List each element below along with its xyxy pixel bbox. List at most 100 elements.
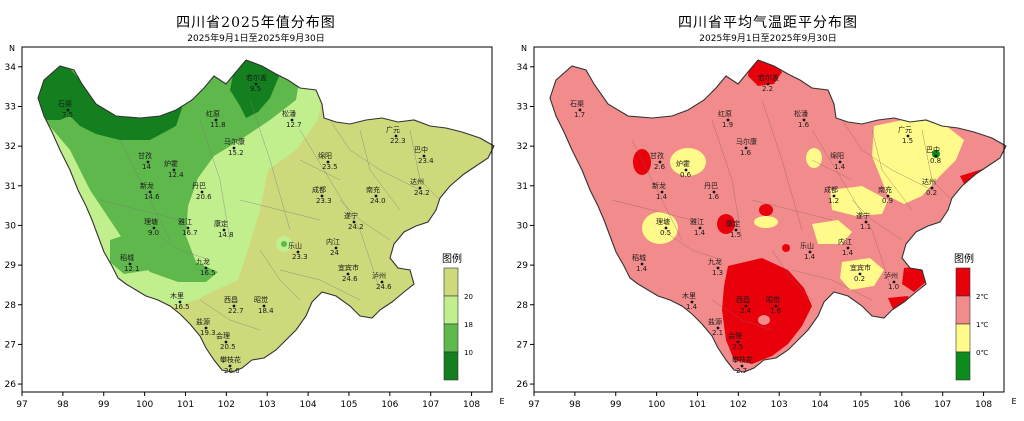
left-station-dot — [320, 194, 324, 198]
right-y-tick-label: 31 — [517, 182, 528, 192]
left-legend-swatch — [443, 295, 459, 325]
left-x-tick-label: 106 — [381, 400, 398, 410]
left-legend-swatch — [443, 351, 459, 381]
right-station-value: 2.7 — [736, 367, 747, 375]
right-station-value: 2.2 — [762, 85, 773, 93]
right-county-line — [791, 269, 873, 301]
right-station-value: 1.6 — [798, 121, 810, 129]
right-station-name: 马尔康 — [736, 137, 757, 146]
left-county-lines — [99, 99, 441, 331]
right-legend-swatch — [955, 267, 971, 297]
right-x-tick-label: 106 — [893, 400, 910, 410]
right-station-dot — [886, 194, 890, 198]
right-station-name: 雅江 — [690, 217, 704, 226]
right-zone-gt-2-luzhou — [902, 266, 926, 292]
right-county-line — [871, 129, 913, 211]
left-county-line — [409, 129, 441, 201]
left-x-tick-label: 103 — [259, 400, 276, 410]
left-station-dot — [422, 154, 426, 158]
right-station-value: 0.2 — [926, 189, 937, 197]
right-station-name: 攀枝花 — [732, 355, 753, 364]
right-station-dot — [846, 246, 850, 250]
left-x-tick-label: 107 — [422, 400, 439, 410]
left-station-dot — [290, 118, 294, 122]
left-station-value: 14 — [142, 163, 151, 171]
left-x-tick-label: 97 — [16, 400, 27, 410]
left-station-dot — [326, 160, 330, 164]
right-station-name: 成都 — [824, 185, 838, 194]
right-station-dot — [698, 226, 702, 230]
left-station-name: 遂宁 — [344, 211, 358, 220]
right-zone-0-1-ne — [872, 118, 964, 204]
left-x-tick-label: 101 — [177, 400, 194, 410]
left-station-name: 成都 — [312, 185, 326, 194]
left-station-dot — [346, 272, 350, 276]
right-station-value: 1.5 — [730, 231, 741, 239]
right-station-name: 松潘 — [794, 109, 808, 118]
left-y-suffix: N — [9, 44, 15, 53]
right-station-name: 巴中 — [926, 145, 940, 154]
right-station-name: 稻城 — [632, 253, 646, 262]
left-station-dot — [148, 190, 152, 194]
right-county-line — [611, 199, 693, 221]
right-legend: 图例 2℃ 1℃ 0℃ — [954, 252, 988, 381]
left-station-name: 雅江 — [178, 217, 192, 226]
left-station-dot — [214, 118, 218, 122]
left-station-value: 9.5 — [250, 85, 261, 93]
left-station-name: 松潘 — [282, 109, 296, 118]
right-station-name: 康定 — [726, 219, 740, 228]
right-station-name: 广元 — [898, 125, 912, 134]
left-station-name: 绵阳 — [318, 151, 332, 160]
left-station-name: 乐山 — [288, 241, 302, 250]
right-x-tick-label: 102 — [730, 400, 747, 410]
right-county-line — [751, 199, 833, 221]
right-station-value: 1.4 — [636, 265, 648, 273]
left-station-name: 南充 — [366, 185, 380, 194]
left-zone-10-18-leshan — [281, 241, 287, 247]
right-county-line — [771, 249, 813, 301]
left-county-line — [329, 119, 421, 191]
right-county-line — [711, 299, 773, 331]
right-stations: 石渠 1.7 若尔盖 2.2 红原 1.9 松潘 1.6 马尔康 1.6 甘孜 2.6 炉霍 0.6 新龙 1… — [570, 73, 941, 375]
right-station-value: 0.5 — [660, 229, 671, 237]
left-map-panel: 四川省2025年值分布图 2025年9月1日至2025年9月30日 97 98 99… — [5, 15, 505, 410]
right-station-name: 乐山 — [800, 241, 814, 250]
right-station-name: 石渠 — [570, 99, 584, 108]
right-station-dot — [734, 228, 738, 232]
left-station-name: 甘孜 — [138, 151, 152, 160]
right-station-dot — [744, 304, 748, 308]
left-plot-frame — [21, 46, 493, 393]
right-x-tick-label: 103 — [771, 400, 788, 410]
right-county-line — [851, 199, 903, 241]
right-station-value: 1.4 — [656, 193, 668, 201]
right-station-name: 炉霍 — [676, 159, 690, 168]
right-y-tick-label: 28 — [517, 301, 529, 311]
right-station-name: 新龙 — [652, 181, 666, 190]
left-x-tick-label: 99 — [98, 400, 110, 410]
left-x-tick-label: 108 — [463, 400, 480, 410]
left-station-value: 24.2 — [414, 189, 430, 197]
left-station-dot — [152, 226, 156, 230]
left-map-figure: 97 98 99 100 101 102 103 104 105 106 107 108 E 26 27 28… — [5, 44, 505, 410]
left-station-name: 丹巴 — [192, 182, 206, 190]
right-x-tick-label: 107 — [934, 400, 951, 410]
right-zone-gt-2-yaan — [759, 204, 773, 216]
left-station-dot — [254, 82, 258, 86]
left-station-dot — [222, 228, 226, 232]
left-y-tick-label: 28 — [5, 301, 17, 311]
left-county-line — [199, 299, 261, 331]
left-station-dot — [128, 262, 132, 266]
right-station-dot — [864, 220, 868, 224]
left-axes: 97 98 99 100 101 102 103 104 105 106 107 108 E 26 27 28… — [5, 44, 505, 410]
right-station-value: 2.5 — [732, 343, 743, 351]
left-station-name: 达州 — [410, 177, 424, 186]
right-station-name: 西昌 — [736, 296, 750, 304]
left-zone-10-18-sw — [110, 230, 160, 274]
left-legend-label: 10 — [464, 349, 473, 357]
left-station-dot — [418, 186, 422, 190]
left-county-line — [119, 139, 171, 241]
right-map-figure: 97 98 99 100 101 102 103 104 105 106 107 108 E 26 27 28… — [517, 44, 1017, 410]
right-station-name: 木里 — [682, 291, 696, 300]
left-station-value: 24.6 — [376, 283, 392, 291]
left-station-value: 23.3 — [292, 253, 308, 261]
